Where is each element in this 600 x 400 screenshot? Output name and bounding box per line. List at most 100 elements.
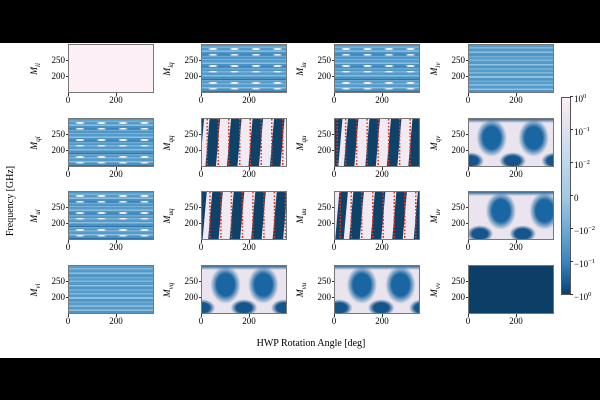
y-tick-label: 250 [445,202,469,212]
y-tick-label: 200 [178,72,202,81]
x-tick-label: 0 [328,166,340,179]
heatmap-bars [335,119,419,166]
y-tick-label: 200 [45,293,69,302]
heatmap-m-iq [201,44,287,93]
panel-m-qi: Mqi 250 200 0 200 [30,118,154,179]
x-tick-label: 200 [506,92,526,105]
heatmap-m-vq [201,265,287,314]
panel-m-vi: Mvi 250 200 0 200 [30,265,154,326]
y-tick-label: 200 [45,146,69,155]
panel-m-vu: Mvu 250 200 0 200 [296,265,420,326]
panel-title-m-ii: Mii [30,62,42,75]
panel-title-m-qi: Mqi [30,135,42,150]
heatmap-m-iv [468,44,554,93]
x-tick-label: 0 [195,239,207,252]
panel-m-uu: Muu 250 200 0 200 [296,191,420,252]
panel-m-iu: Miu 250 200 0 200 [296,44,420,105]
y-tick-label: 250 [45,55,69,65]
colorbar-tick-label: 10−1 [570,125,600,137]
x-tick-label: 200 [372,313,392,326]
y-tick-label: 200 [445,219,469,228]
y-tick-label: 250 [178,55,202,65]
heatmap-m-uv [468,191,554,240]
y-tick-label: 250 [178,129,202,139]
x-tick-label: 200 [372,166,392,179]
heatmap-m-qi [68,118,154,167]
x-tick-label: 200 [106,313,126,326]
colorbar-tick-label: −10−2 [570,224,600,236]
panel-title-m-iv: Miv [430,62,442,75]
x-axis-label: HWP Rotation Angle [deg] [256,338,366,349]
y-tick-label: 250 [311,129,335,139]
colorbar [561,97,571,295]
x-tick-label: 200 [239,92,259,105]
panel-title-m-qq: Mqq [163,135,175,150]
panel-m-ii: Mii 250 200 0 200 [30,44,154,105]
heatmap-m-uq [201,191,287,240]
y-tick-label: 250 [445,129,469,139]
heatmap-m-vi [68,265,154,314]
x-tick-label: 200 [506,166,526,179]
panel-title-m-vq: Mvq [163,282,175,297]
y-tick-label: 250 [311,55,335,65]
x-tick-label: 0 [195,92,207,105]
panel-title-m-uu: Muu [296,208,308,223]
panel-m-vv: Mvv 250 200 0 200 [430,265,554,326]
y-tick-label: 250 [311,276,335,286]
heatmap-bars [202,119,286,166]
x-tick-label: 0 [328,313,340,326]
y-tick-label: 200 [311,146,335,155]
heatmap-bars [335,192,419,239]
panel-m-uv: Muv 250 200 0 200 [430,191,554,252]
y-tick-label: 200 [445,146,469,155]
panel-m-vq: Mvq 250 200 0 200 [163,265,287,326]
panel-m-ui: Mui 250 200 0 200 [30,191,154,252]
y-tick-label: 250 [445,55,469,65]
colorbar-tick-label: −10−1 [570,257,600,269]
panel-title-m-qu: Mqu [296,135,308,150]
heatmap-m-qu [334,118,420,167]
x-tick-label: 200 [106,166,126,179]
x-tick-label: 0 [462,92,474,105]
y-tick-label: 250 [311,202,335,212]
heatmap-m-vu [334,265,420,314]
y-tick-label: 200 [45,72,69,81]
y-tick-label: 200 [45,219,69,228]
x-tick-label: 0 [195,313,207,326]
panel-title-m-vi: Mvi [30,283,42,296]
x-tick-label: 0 [462,313,474,326]
heatmap-m-ii [68,44,154,93]
x-tick-label: 200 [106,92,126,105]
panel-m-qq: Mqq 250 200 0 200 [163,118,287,179]
colorbar-tick-label: 10−2 [570,158,600,170]
x-tick-label: 200 [506,313,526,326]
x-tick-label: 0 [462,166,474,179]
x-tick-label: 0 [62,166,74,179]
y-tick-label: 250 [445,276,469,286]
heatmap-m-qv [468,118,554,167]
panel-m-qv: Mqv 250 200 0 200 [430,118,554,179]
panel-title-m-vv: Mvv [430,282,442,297]
x-tick-label: 0 [195,166,207,179]
y-tick-label: 250 [45,276,69,286]
y-tick-label: 250 [178,202,202,212]
panel-m-iq: Miq 250 200 0 200 [163,44,287,105]
y-tick-label: 250 [45,129,69,139]
x-tick-label: 0 [62,313,74,326]
heatmap-m-ui [68,191,154,240]
x-tick-label: 0 [462,239,474,252]
x-tick-label: 0 [328,239,340,252]
panel-m-iv: Miv 250 200 0 200 [430,44,554,105]
heatmap-m-iu [334,44,420,93]
x-tick-label: 200 [239,239,259,252]
x-tick-label: 0 [62,92,74,105]
y-tick-label: 200 [445,72,469,81]
x-tick-label: 200 [372,92,392,105]
panel-title-m-uv: Muv [430,208,442,223]
colorbar-tick-label: 100 [570,92,600,104]
heatmap-m-vv [468,265,554,314]
x-tick-label: 200 [372,239,392,252]
y-tick-label: 200 [178,293,202,302]
colorbar-tick-label: 0 [570,191,600,203]
